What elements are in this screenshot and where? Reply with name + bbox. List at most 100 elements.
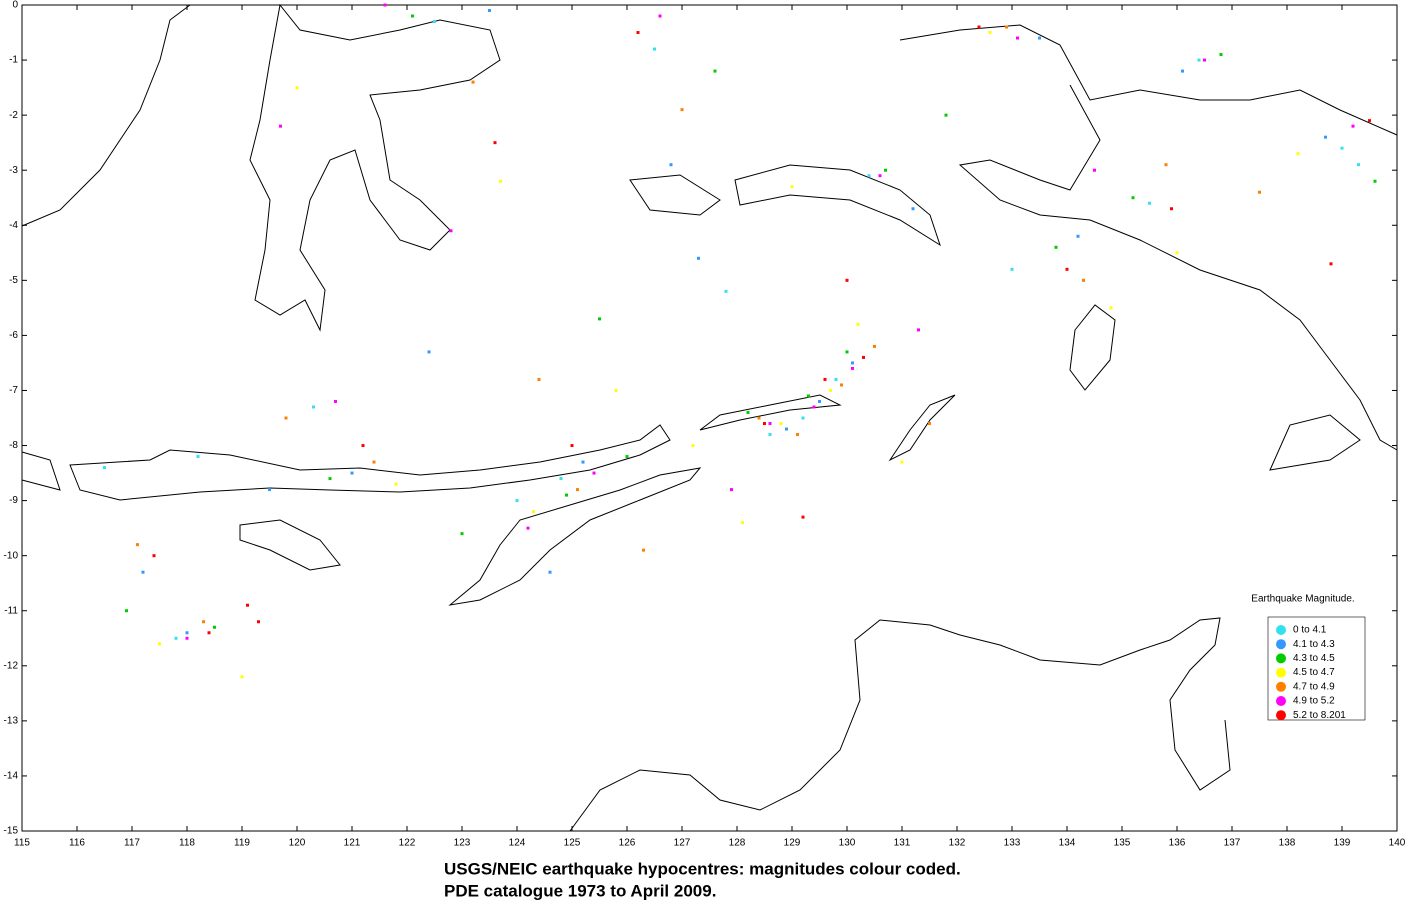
quake-point bbox=[845, 350, 849, 354]
plot-frame bbox=[21, 4, 1398, 832]
quake-point bbox=[279, 124, 282, 128]
quake-point bbox=[807, 394, 810, 398]
legend-swatch bbox=[1276, 625, 1286, 635]
quake-point bbox=[878, 174, 882, 178]
caption: PDE catalogue 1973 to April 2009. bbox=[444, 881, 716, 900]
quake-point bbox=[1065, 267, 1069, 271]
quake-point bbox=[1076, 234, 1080, 238]
x-tick-label: 126 bbox=[619, 838, 636, 849]
quake-point bbox=[383, 3, 387, 7]
quake-point bbox=[537, 377, 541, 381]
legend-swatch bbox=[1276, 667, 1286, 678]
quake-point bbox=[845, 278, 849, 282]
y-tick-label: -5 bbox=[9, 275, 18, 286]
quake-point bbox=[724, 289, 728, 293]
quake-point bbox=[1093, 168, 1096, 172]
legend-swatch bbox=[1276, 710, 1286, 721]
quake-point bbox=[207, 631, 211, 635]
quake-point bbox=[488, 9, 491, 13]
quake-point bbox=[394, 482, 398, 486]
quake-point bbox=[658, 14, 662, 18]
quake-point bbox=[334, 399, 337, 403]
x-tick-label: 123 bbox=[454, 838, 471, 849]
quake-point bbox=[801, 515, 805, 519]
quake-point bbox=[642, 548, 645, 552]
legend-swatch bbox=[1276, 681, 1286, 692]
quake-point bbox=[856, 322, 860, 326]
quake-point bbox=[763, 422, 766, 426]
quake-point bbox=[433, 20, 436, 24]
x-tick-label: 140 bbox=[1389, 838, 1406, 849]
x-tick-label: 129 bbox=[784, 838, 801, 849]
quake-point bbox=[614, 388, 618, 392]
quake-point bbox=[411, 14, 414, 18]
quake-point bbox=[103, 466, 106, 470]
quake-point bbox=[977, 25, 981, 29]
quake-point bbox=[559, 477, 563, 481]
coastline bbox=[448, 467, 702, 606]
quake-point bbox=[361, 444, 365, 448]
quake-point bbox=[174, 636, 178, 640]
quake-point bbox=[328, 477, 332, 481]
x-tick-label: 115 bbox=[14, 838, 30, 849]
x-tick-label: 128 bbox=[729, 838, 746, 849]
y-tick-label: -12 bbox=[4, 660, 19, 671]
y-tick-label: -4 bbox=[9, 220, 18, 231]
quake-point bbox=[1131, 196, 1135, 200]
quake-point bbox=[268, 488, 271, 492]
quake-point bbox=[917, 328, 920, 332]
quake-point bbox=[1148, 201, 1151, 205]
x-tick-label: 136 bbox=[1169, 838, 1186, 849]
legend-label: 4.7 to 4.9 bbox=[1293, 681, 1335, 692]
y-tick-label: -11 bbox=[4, 605, 18, 616]
quake-point bbox=[257, 620, 260, 624]
quake-point bbox=[884, 168, 887, 172]
quake-point bbox=[185, 636, 189, 640]
legend-label: 5.2 to 8.201 bbox=[1293, 710, 1346, 721]
quake-point bbox=[1258, 190, 1261, 194]
coastlines bbox=[21, 3, 1398, 832]
x-tick-label: 117 bbox=[124, 838, 140, 849]
legend-label: 4.5 to 4.7 bbox=[1293, 667, 1335, 678]
quake-point bbox=[526, 526, 530, 530]
quake-point bbox=[900, 460, 904, 464]
quake-point bbox=[548, 570, 552, 574]
legend-label: 4.3 to 4.5 bbox=[1293, 653, 1335, 664]
quake-point bbox=[565, 493, 568, 497]
legend-label: 0 to 4.1 bbox=[1293, 625, 1327, 636]
quake-point bbox=[1175, 251, 1179, 255]
y-tick-label: -6 bbox=[9, 330, 18, 341]
quake-point bbox=[1197, 58, 1201, 62]
quake-point bbox=[1357, 163, 1360, 167]
legend-title: Earthquake Magnitude. bbox=[1251, 594, 1354, 605]
quake-point bbox=[768, 422, 772, 426]
quake-point bbox=[834, 377, 838, 381]
x-tick-label: 116 bbox=[69, 838, 85, 849]
x-tick-label: 132 bbox=[949, 838, 966, 849]
quake-point bbox=[1082, 278, 1085, 282]
y-tick-label: -13 bbox=[4, 716, 19, 727]
quake-point bbox=[196, 455, 200, 459]
quake-point bbox=[1351, 124, 1355, 128]
quake-point bbox=[757, 416, 761, 420]
quake-point bbox=[532, 510, 535, 514]
legend-label: 4.1 to 4.3 bbox=[1293, 639, 1335, 650]
quake-point bbox=[790, 185, 794, 189]
coastline bbox=[699, 394, 956, 462]
y-tick-label: -8 bbox=[9, 440, 18, 451]
x-tick-label: 131 bbox=[894, 838, 911, 849]
legend-label: 4.9 to 5.2 bbox=[1293, 696, 1335, 707]
quake-point bbox=[1203, 58, 1206, 62]
quake-point bbox=[730, 488, 733, 492]
x-tick-label: 137 bbox=[1224, 838, 1241, 849]
y-tick-label: -15 bbox=[4, 826, 19, 837]
x-tick-label: 133 bbox=[1004, 838, 1021, 849]
quake-point bbox=[592, 471, 596, 475]
coastline bbox=[21, 424, 671, 501]
quake-point bbox=[669, 163, 673, 167]
x-tick-label: 118 bbox=[179, 838, 195, 849]
quake-point bbox=[141, 570, 145, 574]
quake-point bbox=[213, 625, 216, 629]
quake-point bbox=[185, 631, 189, 635]
